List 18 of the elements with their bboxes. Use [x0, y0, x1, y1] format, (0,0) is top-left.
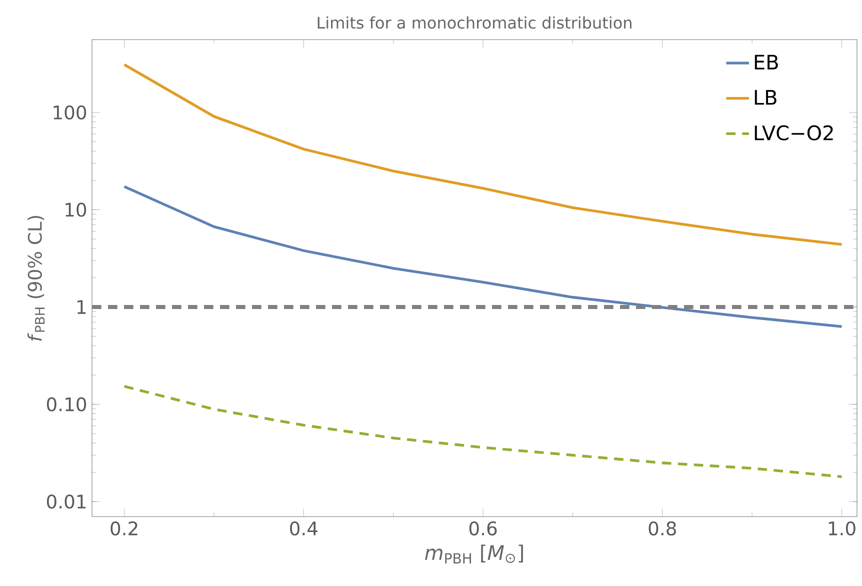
legend-label: EB	[754, 54, 778, 70]
x-tick-label: 0.8	[648, 521, 676, 536]
x-tick-label: 1.0	[828, 521, 856, 536]
line-series	[122, 385, 844, 478]
y-tick-label: 100	[54, 105, 86, 120]
legend-label: LVC−O2	[754, 125, 833, 140]
y-axis-title: f$_{PBH}$ (90% CL)	[27, 216, 45, 341]
y-tick-label: 0.01	[46, 494, 86, 509]
x-tick-label: 0.4	[290, 521, 318, 536]
x-tick-label: 0.6	[469, 521, 497, 536]
y-tick-label: 1	[77, 300, 86, 314]
chart-title: Limits for a monochromatic distribution	[318, 16, 632, 29]
y-tick-label: 0.10	[46, 397, 86, 412]
legend-label: LB	[754, 90, 776, 105]
line-series	[122, 185, 844, 328]
x-tick-label: 0.2	[110, 521, 138, 536]
x-axis-title: m$_{PBH}$ [M$_{⊙}$]	[425, 544, 523, 564]
y-tick-label: 10	[66, 202, 86, 217]
